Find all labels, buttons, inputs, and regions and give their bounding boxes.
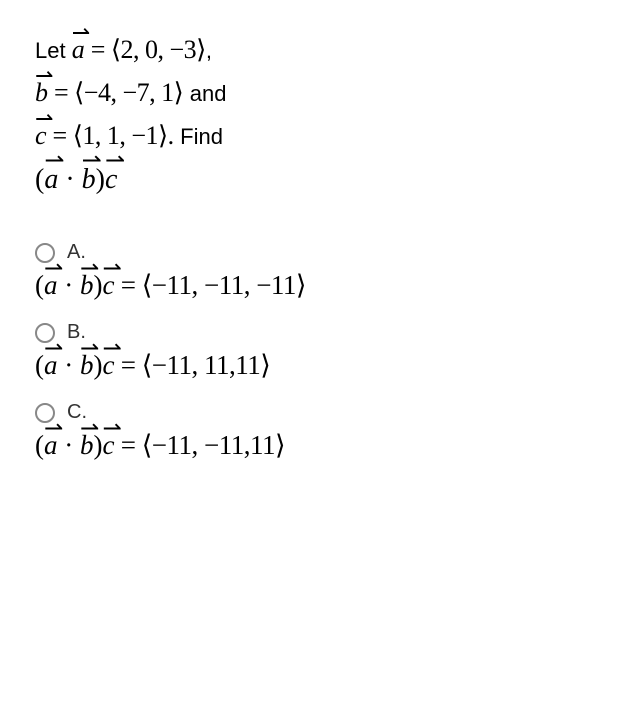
option-c-equation: (a · b)c = ⟨−11, −11,11⟩ [35, 430, 584, 461]
question-expression: (a · b)c [35, 159, 584, 201]
b-rhs: = ⟨−4, −7, 1⟩ [48, 78, 183, 107]
question-block: Let a = ⟨2, 0, −3⟩, b = ⟨−4, −7, 1⟩ and … [35, 30, 584, 201]
option-a[interactable]: A. (a · b)c = ⟨−11, −11, −11⟩ [35, 241, 584, 301]
paren-open: ( [35, 164, 44, 195]
option-c[interactable]: C. (a · b)c = ⟨−11, −11,11⟩ [35, 401, 584, 461]
expr-c: c [105, 159, 117, 201]
expr-b: b [82, 159, 96, 201]
a-rhs: = ⟨2, 0, −3⟩ [85, 35, 206, 64]
option-b-equation: (a · b)c = ⟨−11, 11,11⟩ [35, 350, 584, 381]
comma: , [206, 38, 212, 63]
expr-a: a [44, 159, 58, 201]
option-a-equation: (a · b)c = ⟨−11, −11, −11⟩ [35, 270, 584, 301]
find-text: Find [180, 124, 223, 149]
option-a-result: = ⟨−11, −11, −11⟩ [114, 270, 305, 300]
and-text: and [190, 81, 227, 106]
option-c-result: = ⟨−11, −11,11⟩ [114, 430, 285, 460]
question-line-2: b = ⟨−4, −7, 1⟩ and [35, 73, 584, 112]
option-b-result: = ⟨−11, 11,11⟩ [114, 350, 270, 380]
vector-a: a [72, 30, 85, 69]
options-list: A. (a · b)c = ⟨−11, −11, −11⟩ B. (a · b)… [35, 241, 584, 461]
option-b[interactable]: B. (a · b)c = ⟨−11, 11,11⟩ [35, 321, 584, 381]
question-line-1: Let a = ⟨2, 0, −3⟩, [35, 30, 584, 69]
